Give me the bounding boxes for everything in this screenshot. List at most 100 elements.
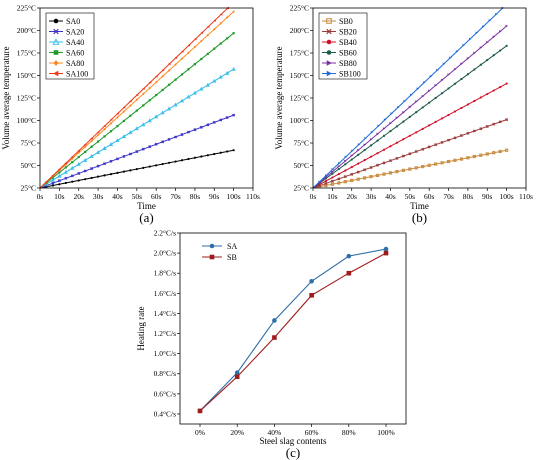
point-SB0: [408, 167, 412, 171]
point-SB100: [442, 62, 446, 66]
point-SB20: [485, 124, 489, 128]
x-tick-label: 0%: [195, 428, 205, 437]
legend-label-SA20: SA20: [66, 28, 84, 37]
point-SA80: [193, 45, 197, 49]
point-SA20: [51, 181, 55, 185]
y-tick-label: 25°C: [293, 184, 309, 193]
x-tick-label: 40s: [385, 192, 396, 201]
point-SA0: [51, 184, 55, 187]
point-SA60: [103, 135, 106, 138]
point-SA40: [70, 165, 75, 170]
point-SA40: [218, 74, 223, 79]
point-SA60: [129, 114, 132, 117]
point-SB100: [403, 99, 407, 103]
point-SB60: [408, 115, 411, 118]
point-SA80: [122, 110, 126, 113]
point-SB100: [455, 50, 459, 53]
point-SA20: [57, 179, 61, 183]
point-SB80: [369, 138, 373, 141]
legend-marker-SA80: [53, 60, 59, 66]
x-tick-label: 90s: [482, 192, 493, 201]
point-SA60: [213, 47, 216, 50]
point-SA60: [226, 37, 229, 40]
x-tick-label: 100%: [377, 428, 395, 437]
point-SA60: [193, 63, 197, 66]
point-SA80: [148, 86, 151, 90]
point-SA60: [155, 94, 158, 97]
point-SB100: [383, 118, 387, 122]
point-SA: [346, 253, 352, 259]
legend-marker-SA100: [53, 70, 59, 77]
point-SB80: [402, 111, 405, 114]
y-tick-label: 225°C: [17, 4, 36, 13]
point-SB60: [473, 68, 476, 71]
legend-label-SA0: SA0: [66, 17, 80, 26]
point-SB0: [434, 162, 438, 166]
point-SA40: [63, 169, 68, 174]
point-SA20: [232, 113, 236, 117]
x-tick-label: 40s: [112, 192, 123, 201]
point-SA100: [64, 161, 68, 165]
point-SB: [234, 374, 240, 380]
point-SB100: [482, 25, 485, 28]
point-SB100: [436, 68, 439, 72]
point-SB0: [472, 154, 476, 159]
point-SB: [272, 335, 277, 340]
point-SB40: [402, 138, 405, 141]
point-SB80: [460, 62, 463, 66]
point-SB0: [427, 163, 431, 167]
point-SB0: [505, 148, 509, 152]
point-SA20: [206, 123, 210, 127]
point-SA100: [174, 56, 178, 59]
point-SB80: [473, 51, 476, 55]
legend-label-SB: SB: [227, 253, 237, 262]
x-axis-label: Steel slag contents: [260, 436, 327, 446]
point-SB80: [428, 89, 431, 93]
point-SB40: [357, 162, 360, 165]
point-SA40: [108, 142, 114, 146]
x-tick-label: 40%: [268, 428, 282, 437]
point-SA20: [70, 174, 74, 178]
point-SA0: [161, 162, 164, 166]
x-tick-label: 70s: [443, 192, 454, 201]
point-SB40: [344, 169, 347, 172]
point-SA100: [77, 149, 80, 153]
point-SA0: [193, 156, 197, 159]
point-SB20: [330, 179, 334, 183]
point-SB40: [428, 124, 431, 127]
point-SB100: [331, 168, 335, 171]
point-SA20: [103, 162, 107, 166]
point-SB80: [499, 30, 502, 33]
legend-label-SA80: SA80: [66, 59, 84, 68]
point-SA80: [174, 63, 177, 66]
x-tick-label: 80%: [342, 428, 356, 437]
point-SA100: [96, 130, 100, 134]
point-SA40: [76, 161, 81, 166]
point-SB20: [376, 163, 380, 167]
point-SA40: [199, 86, 204, 91]
x-tick-label: 60s: [151, 192, 162, 201]
point-SA100: [51, 174, 55, 177]
point-SA60: [200, 57, 203, 61]
point-SA80: [154, 80, 158, 84]
point-SB60: [376, 139, 379, 142]
point-SA60: [51, 176, 55, 179]
point-SB100: [357, 143, 361, 146]
y-tick-label: 125°C: [17, 94, 36, 103]
point-SB80: [357, 148, 360, 152]
point-SA60: [90, 145, 93, 148]
x-tick-label: 10s: [327, 192, 338, 201]
point-SA100: [116, 112, 119, 115]
legend-label-SB60: SB60: [339, 49, 357, 58]
point-SA20: [64, 176, 68, 180]
point-SB40: [421, 127, 424, 130]
x-tick-label: 20s: [74, 192, 85, 201]
legend-marker-SB40: [326, 39, 332, 45]
legend-label-SA100: SA100: [66, 70, 88, 79]
point-SA40: [192, 90, 197, 95]
point-SA40: [96, 150, 101, 154]
point-SA60: [96, 140, 100, 143]
series-line-SB: [199, 252, 387, 412]
y-axis-label: Heating rate: [136, 306, 146, 350]
point-SB100: [318, 180, 321, 184]
